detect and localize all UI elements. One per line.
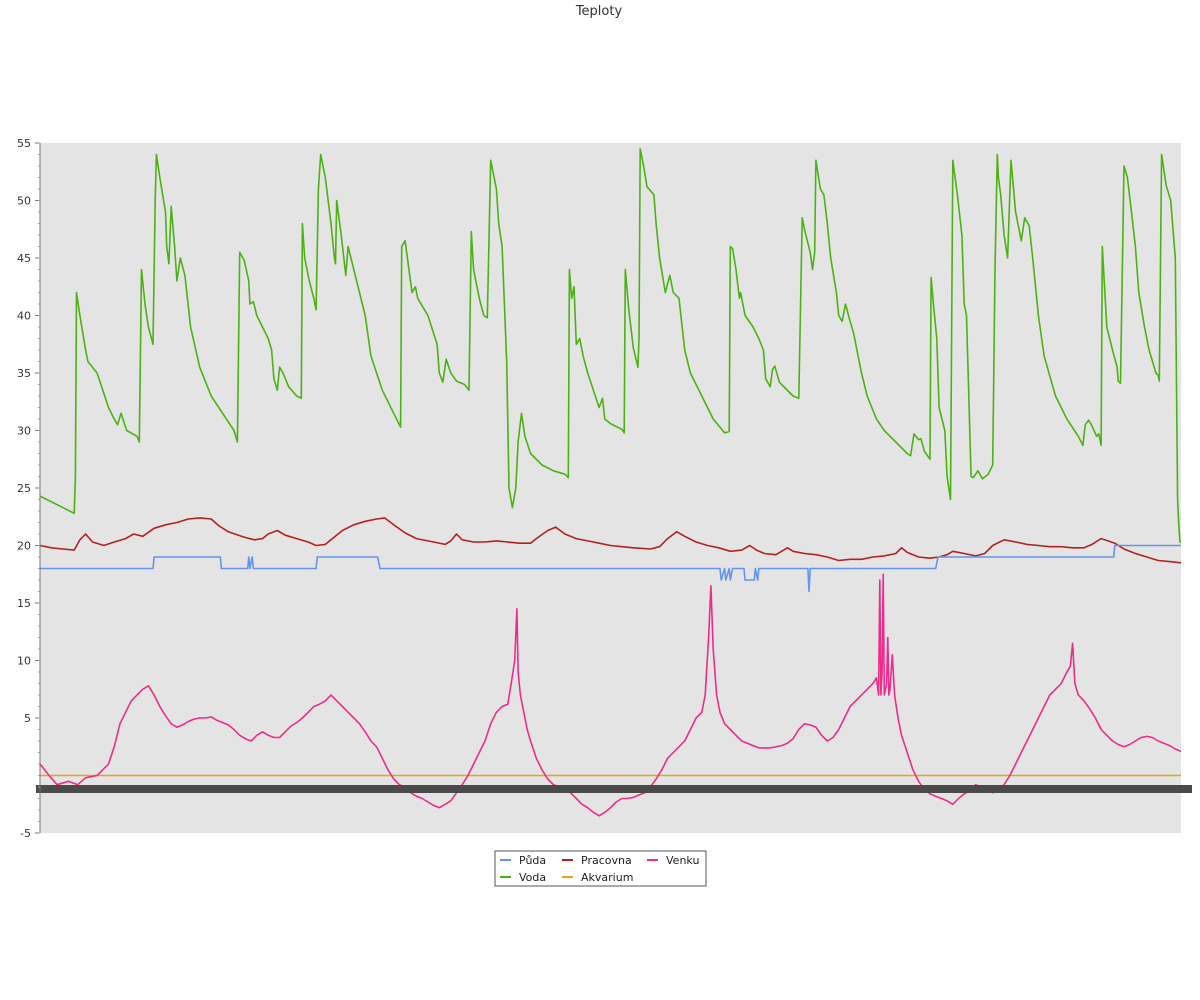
plot-area bbox=[40, 143, 1181, 833]
legend-label: Pracovna bbox=[581, 854, 632, 867]
y-tick-label: 40 bbox=[17, 310, 31, 323]
y-tick-label: -5 bbox=[20, 827, 31, 840]
y-tick-label: 10 bbox=[17, 655, 31, 668]
y-tick-label: 20 bbox=[17, 540, 31, 553]
y-tick-label: 35 bbox=[17, 367, 31, 380]
x-axis-band bbox=[36, 785, 1192, 793]
y-tick-label: 5 bbox=[24, 712, 31, 725]
legend-label: Akvarium bbox=[581, 871, 633, 884]
series-line-p-da bbox=[40, 544, 1181, 593]
series-line-voda bbox=[39, 148, 1181, 543]
series-line-pracovna bbox=[39, 517, 1182, 564]
legend-label: Venku bbox=[666, 854, 699, 867]
legend-label: Voda bbox=[519, 871, 546, 884]
y-tick-label: 45 bbox=[17, 252, 31, 265]
y-tick-label: 55 bbox=[17, 137, 31, 150]
legend-label: Půda bbox=[519, 854, 546, 867]
legend-box bbox=[494, 850, 707, 887]
chart-title: Teploty bbox=[575, 4, 623, 19]
x-axis-tick-labels-overlap bbox=[36, 785, 1192, 793]
y-tick-label: 30 bbox=[17, 425, 31, 438]
y-tick-label: 50 bbox=[17, 195, 31, 208]
y-tick-label: 15 bbox=[17, 597, 31, 610]
y-tick-label: 25 bbox=[17, 482, 31, 495]
legend: Půda Voda Pracovna Akvarium Venku bbox=[494, 850, 707, 887]
y-axis: -5 5 10 15 20 25 30 35 40 45 50 55 bbox=[17, 137, 40, 840]
